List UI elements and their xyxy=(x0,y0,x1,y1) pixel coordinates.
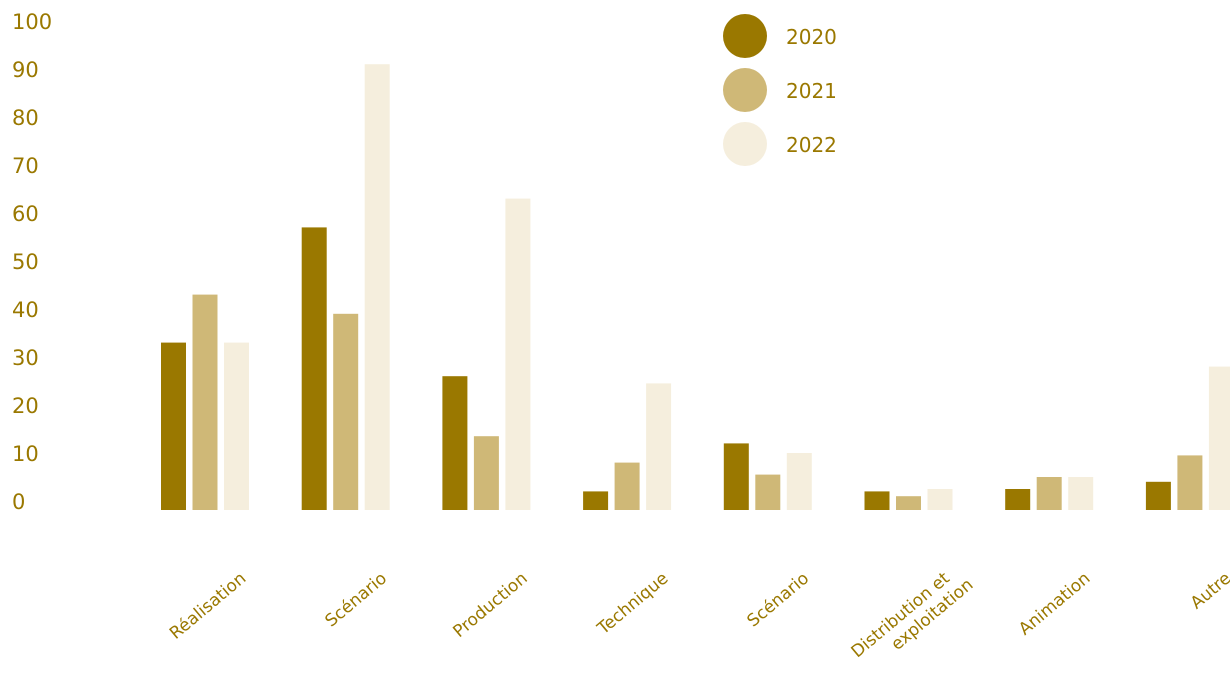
y-tick-label: 100 xyxy=(12,10,52,34)
bar-2021 xyxy=(473,436,499,510)
legend-label: 2022 xyxy=(786,133,837,157)
bars xyxy=(161,64,1230,510)
bar-2022 xyxy=(224,342,249,510)
bar-2021 xyxy=(1036,477,1062,510)
bar-2022 xyxy=(1068,477,1094,510)
legend-label: 2021 xyxy=(786,79,837,103)
x-tick-label: Réalisation xyxy=(166,569,250,644)
bar-2020 xyxy=(864,491,890,510)
bar-2020 xyxy=(1005,489,1031,510)
y-tick-label: 20 xyxy=(12,394,39,418)
y-tick-label: 30 xyxy=(12,346,39,370)
y-tick-label: 0 xyxy=(12,490,25,514)
bar-2022 xyxy=(786,453,812,510)
legend: 2020 2021 2022 xyxy=(723,14,837,166)
x-tick-label: Distribution etexploitation xyxy=(848,560,978,678)
bar-2021 xyxy=(755,474,781,510)
y-tick-label: 10 xyxy=(12,442,39,466)
bar-2020 xyxy=(301,227,327,510)
x-tick-label: Production xyxy=(449,569,531,642)
bar-2021 xyxy=(896,496,921,510)
x-tick-label: Scénario xyxy=(744,569,813,632)
bar-2020 xyxy=(442,376,468,510)
bar-2021 xyxy=(192,294,218,510)
bar-2020 xyxy=(583,491,609,510)
y-tick-label: 50 xyxy=(12,250,39,274)
bar-2020 xyxy=(723,443,749,510)
bar-2021 xyxy=(333,313,359,510)
y-tick-label: 80 xyxy=(12,106,39,130)
y-tick-label: 40 xyxy=(12,298,39,322)
x-tick-label: Technique xyxy=(593,569,672,640)
bar-2021 xyxy=(614,462,640,510)
bar-2020 xyxy=(1145,481,1171,510)
y-tick-label: 90 xyxy=(12,58,39,82)
x-tick-label: Autre xyxy=(1187,569,1230,614)
bar-2022 xyxy=(505,198,531,510)
x-tick-label: Scénario xyxy=(321,569,390,632)
legend-label: 2020 xyxy=(786,25,837,49)
bar-2022 xyxy=(1208,366,1230,510)
x-axis: Réalisation Scénario Production Technique Sc… xyxy=(166,560,1230,678)
bar-2022 xyxy=(364,64,390,510)
bar-2022 xyxy=(927,489,953,510)
x-tick-label: Animation xyxy=(1015,569,1094,640)
bar-2020 xyxy=(161,342,186,510)
legend-swatch-2020 xyxy=(723,14,767,58)
y-axis: 0 10 20 30 40 50 60 70 80 90 100 xyxy=(12,10,52,514)
bar-2021 xyxy=(1177,455,1203,510)
legend-swatch-2021 xyxy=(723,68,767,112)
y-tick-label: 70 xyxy=(12,154,39,178)
bar-2022 xyxy=(646,383,672,510)
legend-swatch-2022 xyxy=(723,122,767,166)
y-tick-label: 60 xyxy=(12,202,39,226)
